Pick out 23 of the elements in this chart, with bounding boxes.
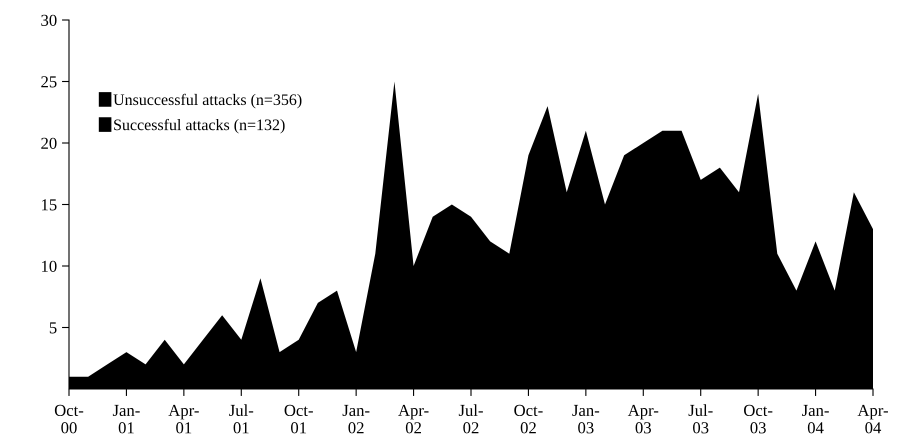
legend-label: Successful attacks (n=132) (114, 118, 285, 134)
x-tick-label: Jan- 03 (572, 404, 600, 434)
x-tick-label: Jul- 02 (458, 404, 483, 434)
y-tick-label: 25 (41, 76, 57, 88)
x-tick-label: Jan- 01 (112, 404, 140, 434)
x-tick-label: Oct- 01 (284, 404, 313, 434)
x-tick-label: Jul- 03 (688, 404, 713, 434)
y-tick-label: 15 (42, 199, 57, 210)
x-tick-label: Jul- 01 (229, 404, 254, 434)
y-tick-label: 20 (41, 138, 57, 149)
y-tick-label: 10 (42, 260, 57, 272)
x-tick-label: Apr- 04 (858, 404, 888, 434)
x-tick-label: Oct- 02 (514, 404, 543, 434)
x-tick-label: Oct- 00 (54, 404, 84, 434)
y-tick-label: 5 (50, 322, 57, 334)
x-tick-label: Apr- 01 (168, 404, 199, 434)
legend-label: Unsuccessful attacks (n=356) (113, 94, 302, 108)
x-tick-label: Oct- 03 (744, 404, 772, 434)
x-tick-label: Apr- 02 (398, 404, 429, 434)
y-tick-label: 30 (41, 14, 57, 26)
x-tick-label: Jan- 02 (342, 404, 370, 434)
x-tick-label: Apr- 03 (628, 404, 658, 434)
x-tick-label: Jan- 04 (802, 404, 829, 434)
